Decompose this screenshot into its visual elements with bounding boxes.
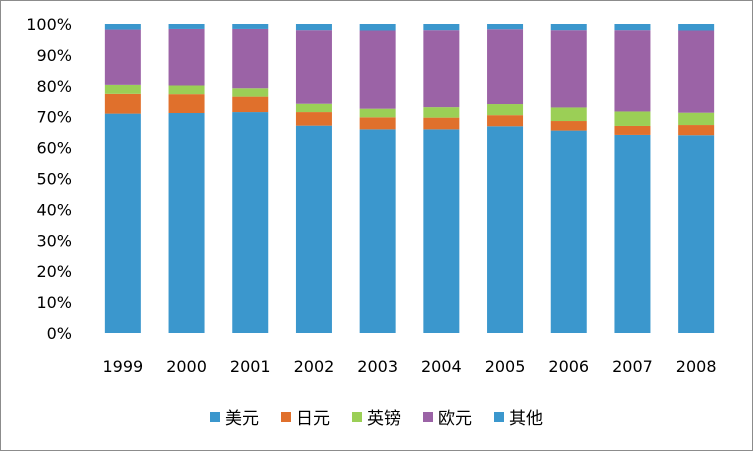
bar-segment-1-2000 bbox=[168, 112, 205, 333]
bar-segment-5-2000 bbox=[168, 24, 205, 29]
bar-segment-4-1999 bbox=[104, 29, 141, 85]
legend-item: 英镑 bbox=[352, 404, 401, 429]
bar-segment-5-2002 bbox=[295, 24, 332, 31]
bars bbox=[104, 24, 715, 334]
legend-item: 其他 bbox=[494, 404, 543, 429]
bar-segment-4-2001 bbox=[232, 28, 269, 89]
bar-segment-2-2001 bbox=[232, 96, 269, 113]
legend-item: 美元 bbox=[210, 404, 259, 429]
bar-segment-3-2004 bbox=[423, 107, 460, 118]
legend-label: 日元 bbox=[296, 409, 330, 429]
x-tick-label: 2003 bbox=[357, 357, 398, 376]
bar-segment-3-2007 bbox=[614, 111, 651, 126]
bar-segment-4-2002 bbox=[295, 30, 332, 104]
legend-swatch bbox=[352, 411, 362, 422]
x-tick-label: 2002 bbox=[294, 357, 335, 376]
x-tick-label: 2001 bbox=[230, 357, 271, 376]
legend-label: 其他 bbox=[509, 409, 543, 429]
bar-segment-2-1999 bbox=[104, 93, 141, 114]
legend: 美元 日元 英镑 欧元 其他 bbox=[0, 404, 753, 429]
bar-segment-2-2006 bbox=[550, 121, 587, 131]
bar-segment-2-2008 bbox=[678, 125, 715, 136]
y-tick-label: 50% bbox=[36, 170, 72, 189]
bar-segment-4-2006 bbox=[550, 30, 587, 108]
bar-segment-4-2005 bbox=[487, 29, 524, 105]
y-tick-label: 100% bbox=[26, 15, 72, 34]
bar-segment-4-2000 bbox=[168, 28, 205, 86]
bar-segment-4-2004 bbox=[423, 30, 460, 108]
bar-segment-2-2002 bbox=[295, 112, 332, 126]
y-tick-label: 90% bbox=[36, 46, 72, 65]
legend-label: 美元 bbox=[225, 409, 259, 429]
bar-segment-5-2005 bbox=[487, 24, 524, 30]
legend-swatch bbox=[423, 411, 433, 422]
legend-swatch bbox=[281, 411, 291, 422]
bar-segment-3-2006 bbox=[550, 107, 587, 122]
bar-segment-3-1999 bbox=[104, 84, 141, 94]
x-axis: 1999 2000 2001 2002 2003 2004 2005 2006 2007 2008 bbox=[102, 357, 716, 376]
bar-segment-5-2008 bbox=[678, 24, 715, 31]
y-axis: 0% 10% 20% 30% 40% 50% 60% 70% 80% 90% 100% bbox=[26, 15, 72, 343]
x-tick-label: 2004 bbox=[421, 357, 462, 376]
bar-segment-1-2004 bbox=[423, 129, 460, 333]
bar-segment-3-2001 bbox=[232, 88, 269, 97]
bar-segment-3-2003 bbox=[359, 108, 396, 118]
bar-segment-1-2008 bbox=[678, 135, 715, 333]
bar-segment-2-2004 bbox=[423, 117, 460, 130]
x-tick-label: 2005 bbox=[485, 357, 526, 376]
bar-segment-3-2002 bbox=[295, 103, 332, 113]
bar-segment-1-2003 bbox=[359, 129, 396, 333]
y-tick-label: 10% bbox=[36, 293, 72, 312]
bar-segment-3-2008 bbox=[678, 112, 715, 126]
x-tick-label: 2008 bbox=[676, 357, 717, 376]
bar-segment-1-2006 bbox=[550, 130, 587, 333]
legend-item: 日元 bbox=[281, 404, 330, 429]
bar-segment-5-2004 bbox=[423, 24, 460, 31]
y-tick-label: 80% bbox=[36, 77, 72, 96]
bar-segment-1-2001 bbox=[232, 112, 269, 333]
y-tick-label: 30% bbox=[36, 231, 72, 250]
legend-swatch bbox=[494, 411, 504, 422]
bar-segment-5-1999 bbox=[104, 24, 141, 30]
y-tick-label: 70% bbox=[36, 108, 72, 127]
x-tick-label: 2006 bbox=[548, 357, 589, 376]
bar-segment-1-2007 bbox=[614, 134, 651, 333]
bar-segment-5-2001 bbox=[232, 24, 269, 29]
bar-segment-5-2006 bbox=[550, 24, 587, 31]
bar-segment-4-2007 bbox=[614, 30, 651, 112]
bar-segment-4-2008 bbox=[678, 30, 715, 113]
legend-item: 欧元 bbox=[423, 404, 472, 429]
bar-segment-5-2003 bbox=[359, 24, 396, 31]
bar-segment-2-2003 bbox=[359, 117, 396, 130]
bar-segment-2-2005 bbox=[487, 115, 524, 127]
bar-segment-1-2005 bbox=[487, 126, 524, 334]
legend-swatch bbox=[210, 411, 220, 422]
bar-segment-2-2007 bbox=[614, 125, 651, 135]
bar-segment-4-2003 bbox=[359, 30, 396, 109]
bar-segment-2-2000 bbox=[168, 94, 205, 113]
legend-label: 英镑 bbox=[367, 409, 401, 429]
bar-segment-5-2007 bbox=[614, 24, 651, 31]
y-tick-label: 0% bbox=[47, 324, 72, 343]
x-tick-label: 2007 bbox=[612, 357, 653, 376]
legend-label: 欧元 bbox=[438, 409, 472, 429]
y-tick-label: 40% bbox=[36, 200, 72, 219]
bar-segment-3-2000 bbox=[168, 85, 205, 95]
bar-segment-1-2002 bbox=[295, 125, 332, 333]
x-tick-label: 2000 bbox=[166, 357, 207, 376]
y-tick-label: 60% bbox=[36, 139, 72, 158]
x-tick-label: 1999 bbox=[102, 357, 143, 376]
y-tick-label: 20% bbox=[36, 262, 72, 281]
bar-segment-3-2005 bbox=[487, 104, 524, 116]
bar-segment-1-1999 bbox=[104, 113, 141, 333]
